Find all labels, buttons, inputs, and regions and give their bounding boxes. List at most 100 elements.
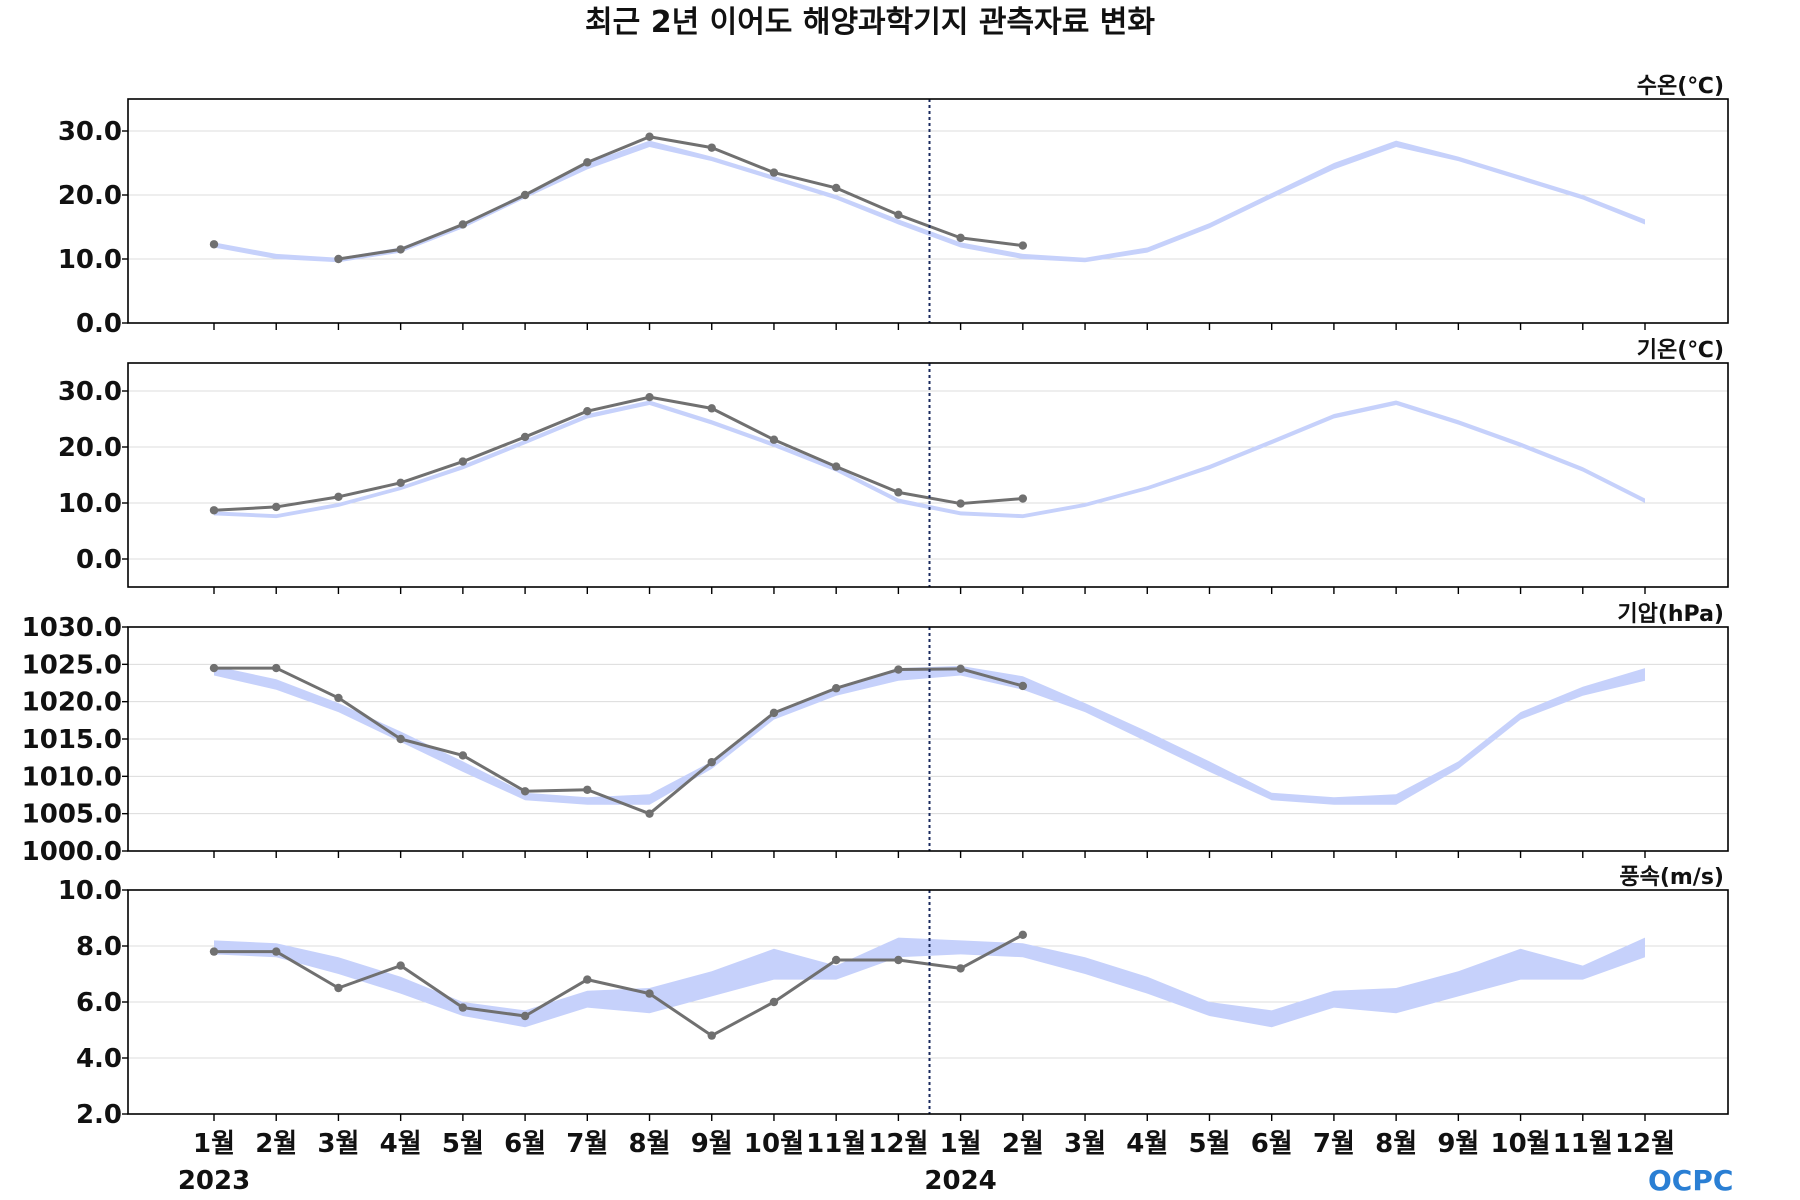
observed-point bbox=[583, 158, 592, 167]
panel-1: 0.0 10.0 20.0 30.0 수온(℃) bbox=[58, 74, 1729, 339]
y-tick-label: 8.0 bbox=[76, 932, 122, 962]
observed-point bbox=[1018, 930, 1028, 939]
observed-point bbox=[272, 947, 281, 956]
x-tick-label: 8월 bbox=[1375, 1129, 1417, 1159]
observed-point bbox=[520, 787, 530, 796]
x-axis-labels: 1월 2월 3월 4월 5월 6월 7월 8월 9월 10월 11월 12월 1월 2월 3월 4월 5월 6월 7… bbox=[178, 1129, 1675, 1196]
climatology-band bbox=[214, 937, 1645, 1028]
observed-point bbox=[956, 499, 965, 508]
y-tick-label: 0.0 bbox=[76, 545, 122, 575]
observed-point bbox=[894, 488, 903, 497]
observed-series-line bbox=[214, 933, 1024, 1038]
x-tick-label: 6월 bbox=[1251, 1129, 1293, 1159]
x-tick-label: 12월 bbox=[868, 1129, 928, 1159]
observed-point bbox=[769, 708, 779, 718]
observed-point bbox=[209, 506, 219, 515]
observed-point bbox=[520, 190, 530, 200]
observed-point bbox=[645, 989, 654, 998]
x-tick-label: 1월 bbox=[940, 1129, 982, 1159]
observed-point bbox=[458, 751, 468, 760]
x-tick-label: 6월 bbox=[504, 1129, 546, 1159]
observed-point bbox=[1018, 681, 1028, 691]
observed-point bbox=[769, 997, 779, 1007]
x-tick-label: 3월 bbox=[317, 1129, 359, 1159]
observed-point bbox=[707, 404, 716, 413]
x-tick-label: 7월 bbox=[1313, 1129, 1355, 1159]
panel-unit-label: 기압(hPa) bbox=[1617, 602, 1724, 627]
y-tick-label: 30.0 bbox=[58, 117, 122, 147]
observed-point bbox=[1018, 241, 1028, 250]
observed-point bbox=[520, 432, 530, 442]
y-tick-label: 1020.0 bbox=[22, 688, 122, 718]
chart-panels: 0.0 10.0 20.0 30.0 수온(℃) 0.0 10.0 20.0 30.0 기온(℃)… bbox=[22, 74, 1729, 1130]
observed-point bbox=[334, 254, 343, 264]
y-tick-label: 2.0 bbox=[76, 1100, 122, 1130]
observed-series-line bbox=[214, 666, 1024, 816]
observed-point bbox=[520, 1011, 530, 1021]
y-tick-label: 6.0 bbox=[76, 988, 122, 1018]
observed-point bbox=[645, 392, 654, 402]
x-tick-label: 9월 bbox=[691, 1129, 733, 1159]
observed-point bbox=[956, 233, 965, 243]
observed-point bbox=[707, 143, 716, 152]
observed-point bbox=[645, 809, 654, 818]
observed-point bbox=[272, 663, 281, 673]
observed-point bbox=[831, 955, 841, 965]
panel-unit-label: 기온(℃) bbox=[1637, 338, 1724, 363]
panel-3: 1000.0 1005.0 1010.0 1015.0 1020.0 1025.0 1030… bbox=[22, 602, 1729, 867]
observed-point bbox=[209, 663, 219, 673]
x-tick-label: 2월 bbox=[255, 1129, 297, 1159]
observed-point bbox=[396, 961, 405, 970]
observed-point bbox=[831, 462, 841, 471]
y-tick-label: 1010.0 bbox=[22, 762, 122, 792]
observed-point bbox=[209, 947, 219, 956]
chart-title: 최근 2년 이어도 해양과학기지 관측자료 변화 bbox=[585, 5, 1155, 40]
observed-point bbox=[1018, 494, 1028, 503]
observed-point bbox=[769, 168, 779, 177]
y-tick-label: 20.0 bbox=[58, 181, 122, 211]
x-tick-label: 5월 bbox=[1188, 1129, 1230, 1159]
y-tick-label: 10.0 bbox=[58, 245, 122, 275]
observed-point bbox=[831, 684, 841, 693]
observed-point bbox=[707, 1031, 716, 1040]
observed-point bbox=[272, 502, 281, 512]
y-tick-label: 1025.0 bbox=[22, 650, 122, 680]
x-tick-label: 8월 bbox=[629, 1129, 671, 1159]
observed-point bbox=[645, 132, 654, 141]
observed-point bbox=[209, 240, 219, 249]
observed-point bbox=[458, 457, 468, 466]
panel-frame bbox=[127, 362, 1729, 588]
panel-unit-label: 풍속(m/s) bbox=[1619, 865, 1724, 890]
x-tick-label: 10월 bbox=[1491, 1129, 1551, 1159]
year-label: 2023 bbox=[178, 1166, 250, 1196]
panel-unit-label: 수온(℃) bbox=[1637, 74, 1724, 99]
observed-point bbox=[583, 785, 592, 794]
y-tick-label: 1000.0 bbox=[22, 837, 122, 867]
x-tick-label: 5월 bbox=[442, 1129, 484, 1159]
x-tick-label: 10월 bbox=[744, 1129, 804, 1159]
observed-point bbox=[831, 183, 841, 193]
observed-point bbox=[458, 220, 468, 229]
y-tick-label: 0.0 bbox=[76, 309, 122, 339]
x-tick-label: 2월 bbox=[1002, 1129, 1044, 1159]
panel-2: 0.0 10.0 20.0 30.0 기온(℃) bbox=[58, 338, 1729, 594]
observed-point bbox=[396, 478, 405, 488]
observed-point bbox=[707, 757, 716, 767]
x-tick-label: 4월 bbox=[1126, 1129, 1168, 1159]
y-tick-label: 1015.0 bbox=[22, 725, 122, 755]
panel-4: 2.0 4.0 6.0 8.0 10.0 풍속(m/s) bbox=[58, 865, 1729, 1130]
ocpc-logo: OCPC bbox=[1648, 1164, 1733, 1197]
observed-point bbox=[583, 975, 592, 984]
observed-point bbox=[458, 1003, 468, 1012]
observed-point bbox=[396, 734, 405, 744]
x-tick-label: 3월 bbox=[1064, 1129, 1106, 1159]
observed-point bbox=[894, 210, 903, 220]
x-tick-label: 11월 bbox=[806, 1129, 866, 1159]
observed-point bbox=[894, 955, 903, 965]
y-tick-label: 10.0 bbox=[58, 489, 122, 519]
x-tick-label: 9월 bbox=[1437, 1129, 1479, 1159]
x-tick-label: 1월 bbox=[193, 1129, 235, 1159]
y-tick-label: 1005.0 bbox=[22, 800, 122, 830]
observed-point bbox=[769, 435, 779, 444]
y-tick-label: 10.0 bbox=[58, 876, 122, 906]
